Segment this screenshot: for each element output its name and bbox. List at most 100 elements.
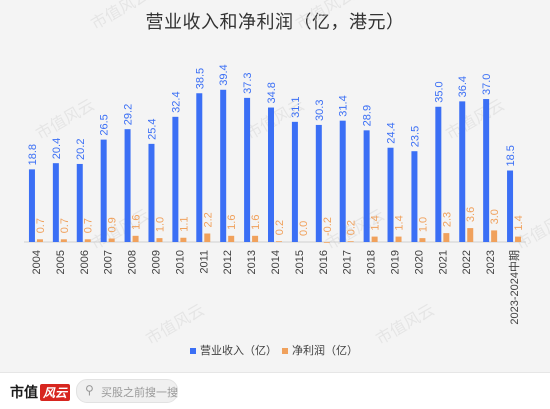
x-tick-label: 2016 — [318, 250, 330, 274]
x-tick-label: 2012 — [222, 250, 234, 274]
profit-bar — [443, 233, 449, 242]
revenue-data-label: 28.9 — [362, 105, 374, 126]
profit-bar — [324, 242, 330, 243]
search-box[interactable]: ⚲ 买股之前搜一搜 — [76, 379, 178, 403]
x-tick-label: 2021 — [437, 250, 449, 274]
profit-bar — [252, 236, 258, 242]
revenue-data-label: 31.4 — [338, 95, 350, 116]
legend: 营业收入（亿） 净利润（亿） — [190, 343, 358, 357]
watermark-text: 市值风云 — [88, 0, 153, 33]
profit-data-label: 0.7 — [83, 218, 95, 233]
revenue-data-label: 29.2 — [123, 104, 135, 125]
profit-bar — [85, 239, 91, 242]
profit-data-label: 1.4 — [370, 215, 382, 230]
revenue-data-label: 39.4 — [218, 64, 230, 85]
profit-bar — [180, 238, 186, 242]
profit-bar — [276, 241, 282, 242]
legend-marker-profit — [282, 348, 288, 354]
profit-data-label: 1.6 — [226, 215, 238, 230]
profit-data-label: 2.3 — [441, 212, 453, 227]
profit-bar — [133, 236, 139, 242]
brand-logo[interactable]: 市值风云 — [10, 382, 70, 402]
profit-bar — [419, 238, 425, 242]
revenue-data-label: 34.8 — [266, 82, 278, 103]
search-placeholder: 买股之前搜一搜 — [101, 384, 178, 400]
x-tick-label: 2005 — [55, 250, 67, 274]
x-tick-label: 2013 — [246, 250, 258, 274]
profit-bar — [204, 234, 210, 243]
profit-data-label: 0.7 — [35, 218, 47, 233]
profit-data-label: 1.6 — [131, 215, 143, 230]
profit-data-label: 2.2 — [202, 212, 214, 227]
revenue-data-label: 18.5 — [505, 145, 517, 166]
x-tick-label: 2010 — [174, 250, 186, 274]
revenue-data-label: 25.4 — [146, 118, 158, 139]
profit-bar — [109, 239, 115, 242]
revenue-data-label: 38.5 — [194, 68, 206, 89]
profit-data-label: 1.0 — [154, 217, 166, 232]
x-tick-label: 2023-2024中期 — [508, 250, 521, 325]
revenue-data-label: 23.5 — [409, 126, 421, 147]
profit-data-label: 1.1 — [178, 216, 190, 231]
profit-bar — [348, 241, 354, 242]
revenue-data-label: 30.3 — [314, 100, 326, 121]
revenue-data-label: 20.2 — [75, 139, 87, 160]
profit-data-label: 1.4 — [394, 215, 406, 230]
profit-data-label: 1.0 — [417, 217, 429, 232]
x-tick-label: 2014 — [270, 250, 282, 274]
x-tick-label: 2022 — [461, 250, 473, 274]
watermark-text: 市值风云 — [143, 300, 208, 348]
watermark-text: 市值风云 — [373, 300, 438, 348]
profit-data-label: 0.2 — [274, 220, 286, 235]
revenue-data-label: 31.1 — [290, 96, 302, 117]
revenue-data-label: 35.0 — [433, 81, 445, 102]
profit-data-label: -0.2 — [322, 217, 334, 236]
x-tick-label: 2020 — [413, 250, 425, 274]
chart-svg: 市值风云市值风云市值风云市值风云市值风云市值风云市值风云市值风云市值风云市值风云… — [0, 0, 550, 372]
x-tick-label: 2018 — [366, 250, 378, 274]
revenue-data-label: 24.4 — [386, 122, 398, 143]
x-tick-label: 2008 — [127, 250, 139, 274]
profit-bar — [467, 228, 473, 242]
footer-bar: 市值风云 ⚲ 买股之前搜一搜 — [0, 372, 550, 409]
profit-data-label: 0.7 — [59, 218, 71, 233]
profit-data-label: 0.9 — [107, 217, 119, 232]
profit-bar — [228, 236, 234, 242]
profit-data-label: 1.6 — [250, 215, 262, 230]
legend-marker-revenue — [190, 348, 196, 354]
profit-data-label: 3.0 — [489, 209, 501, 224]
legend-label-profit: 净利润（亿） — [292, 343, 358, 357]
x-tick-label: 2019 — [390, 250, 402, 274]
x-tick-label: 2017 — [342, 250, 354, 274]
x-tick-label: 2023 — [485, 250, 497, 274]
search-icon: ⚲ — [85, 383, 94, 397]
profit-data-label: 3.6 — [465, 207, 477, 222]
watermark-text: 市值风云 — [443, 95, 508, 143]
revenue-data-label: 18.8 — [27, 144, 39, 165]
x-tick-label: 2006 — [79, 250, 91, 274]
x-tick-label: 2009 — [150, 250, 162, 274]
chart-area: 营业收入和净利润（亿，港元） 市值风云市值风云市值风云市值风云市值风云市值风云市… — [0, 0, 550, 372]
profit-bar — [396, 237, 402, 242]
revenue-data-label: 37.3 — [242, 72, 254, 93]
legend-label-revenue: 营业收入（亿） — [200, 343, 277, 357]
watermark-text: 市值风云 — [33, 95, 98, 143]
brand-accent: 风云 — [40, 384, 70, 401]
profit-bar — [37, 239, 43, 242]
profit-data-label: 1.4 — [513, 215, 525, 230]
profit-data-label: 0.0 — [298, 221, 310, 236]
revenue-data-label: 36.4 — [457, 76, 469, 97]
x-tick-label: 2004 — [31, 250, 43, 274]
brand-name: 市值 — [10, 384, 38, 400]
profit-bar — [156, 238, 162, 242]
watermark-text: 市值风云 — [293, 0, 358, 33]
x-tick-label: 2011 — [198, 250, 210, 274]
revenue-data-label: 32.4 — [170, 91, 182, 112]
x-tick-label: 2015 — [294, 250, 306, 274]
profit-bar — [491, 230, 497, 242]
profit-data-label: 0.2 — [346, 220, 358, 235]
revenue-data-label: 20.4 — [51, 138, 63, 159]
profit-bar — [372, 237, 378, 242]
revenue-data-label: 26.5 — [99, 114, 111, 135]
